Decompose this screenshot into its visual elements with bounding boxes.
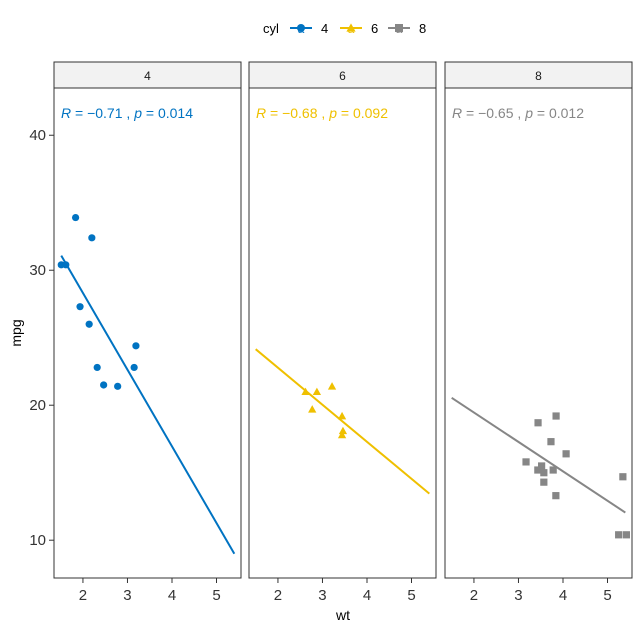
x-tick-label: 3: [318, 587, 326, 604]
stat-symbol: R: [256, 105, 266, 121]
y-tick-label: 10: [29, 532, 46, 549]
stat-symbol: p: [133, 105, 142, 121]
regression-line: [451, 396, 626, 514]
data-point: [337, 430, 347, 439]
data-point: [71, 213, 80, 222]
x-axis-title: wt: [335, 607, 350, 623]
stat-value: ,: [318, 105, 330, 121]
data-point: [85, 320, 93, 328]
data-point: [540, 478, 548, 486]
x-tick-label: 2: [470, 587, 478, 604]
legend-label: 4: [321, 21, 328, 36]
data-point: [301, 387, 310, 396]
stat-value: ,: [123, 105, 135, 121]
data-point: [76, 303, 84, 311]
stat-value: = 0.092: [337, 105, 388, 121]
data-point: [337, 411, 347, 420]
data-point: [552, 492, 560, 500]
y-tick-label: 20: [29, 397, 46, 414]
data-point: [538, 462, 546, 470]
data-point: [562, 450, 570, 458]
stat-value: = 0.014: [142, 105, 193, 121]
x-tick-label: 3: [514, 587, 522, 604]
legend-key-marker: [346, 23, 356, 32]
y-tick-label: 30: [29, 262, 46, 279]
stat-symbol: p: [524, 105, 533, 121]
plot-area: [248, 87, 437, 579]
data-point: [312, 387, 322, 396]
regression-line: [60, 255, 236, 555]
stat-value: ,: [514, 105, 526, 121]
x-tick-label: 5: [212, 587, 220, 604]
stat-symbol: R: [452, 105, 462, 121]
legend-key-marker: [297, 24, 305, 32]
data-point: [552, 412, 560, 420]
legend-key-text: a: [298, 22, 305, 36]
data-point: [547, 438, 555, 446]
stat-symbol: p: [328, 105, 337, 121]
data-point: [62, 261, 70, 269]
x-tick-label: 4: [168, 587, 176, 604]
stat-value: = −0.71: [71, 105, 123, 121]
strip-background: [53, 61, 242, 89]
stat-value: = 0.012: [533, 105, 584, 121]
y-tick-label: 40: [29, 127, 46, 144]
data-point: [327, 382, 337, 390]
x-tick-label: 2: [79, 587, 87, 604]
legend-label: 8: [419, 21, 426, 36]
data-point: [88, 234, 96, 242]
data-point: [522, 458, 530, 466]
correlation-label: R = −0.71 , p = 0.014: [61, 105, 193, 121]
legend-label: 6: [371, 21, 378, 36]
strip-label: 6: [339, 69, 346, 83]
legend-key-marker: [395, 24, 403, 32]
correlation-label: R = −0.68 , p = 0.092: [256, 105, 388, 121]
data-point: [549, 466, 557, 474]
strip-background: [248, 61, 437, 89]
x-tick-label: 5: [603, 587, 611, 604]
panel-8: 8 2 3 4 5 R = −0.65 , p = 0.012: [444, 61, 633, 604]
data-point: [534, 419, 542, 427]
stat-value: = −0.65: [462, 105, 514, 121]
legend-key-text: a: [348, 22, 355, 36]
data-point: [100, 381, 108, 389]
plot-area: [444, 87, 633, 579]
data-point: [130, 363, 138, 372]
data-point: [622, 531, 630, 539]
x-tick-label: 3: [123, 587, 131, 604]
legend-title: cyl: [263, 21, 279, 36]
data-point: [619, 473, 627, 481]
x-tick-label: 5: [407, 587, 415, 604]
panel-4: 4 2 3 4 5 R = −0.71 , p = 0.014: [53, 61, 242, 604]
strip-label: 8: [535, 69, 542, 83]
data-point: [132, 342, 140, 350]
correlation-label: R = −0.65 , p = 0.012: [452, 105, 584, 121]
x-tick-label: 4: [559, 587, 567, 604]
strip-label: 4: [144, 69, 151, 83]
x-tick-label: 4: [363, 587, 371, 604]
plot-area: [53, 87, 242, 579]
data-point: [114, 382, 122, 390]
data-point: [615, 531, 623, 539]
regression-line: [255, 348, 430, 495]
data-point: [308, 405, 317, 413]
panel-6: 6 2 3 4 5 R = −0.68 , p = 0.092: [248, 61, 437, 604]
legend: cyl a 4 a 6 a 8: [263, 21, 426, 36]
x-tick-label: 2: [274, 587, 282, 604]
data-point: [534, 466, 542, 474]
y-axis: 10 20 30 40 mpg: [8, 127, 54, 549]
y-axis-title: mpg: [8, 319, 24, 346]
strip-background: [444, 61, 633, 89]
data-point: [338, 426, 348, 435]
stat-symbol: R: [61, 105, 71, 121]
stat-value: = −0.68: [266, 105, 318, 121]
data-point: [93, 363, 101, 372]
legend-key-text: a: [396, 22, 403, 36]
data-point: [540, 469, 548, 477]
